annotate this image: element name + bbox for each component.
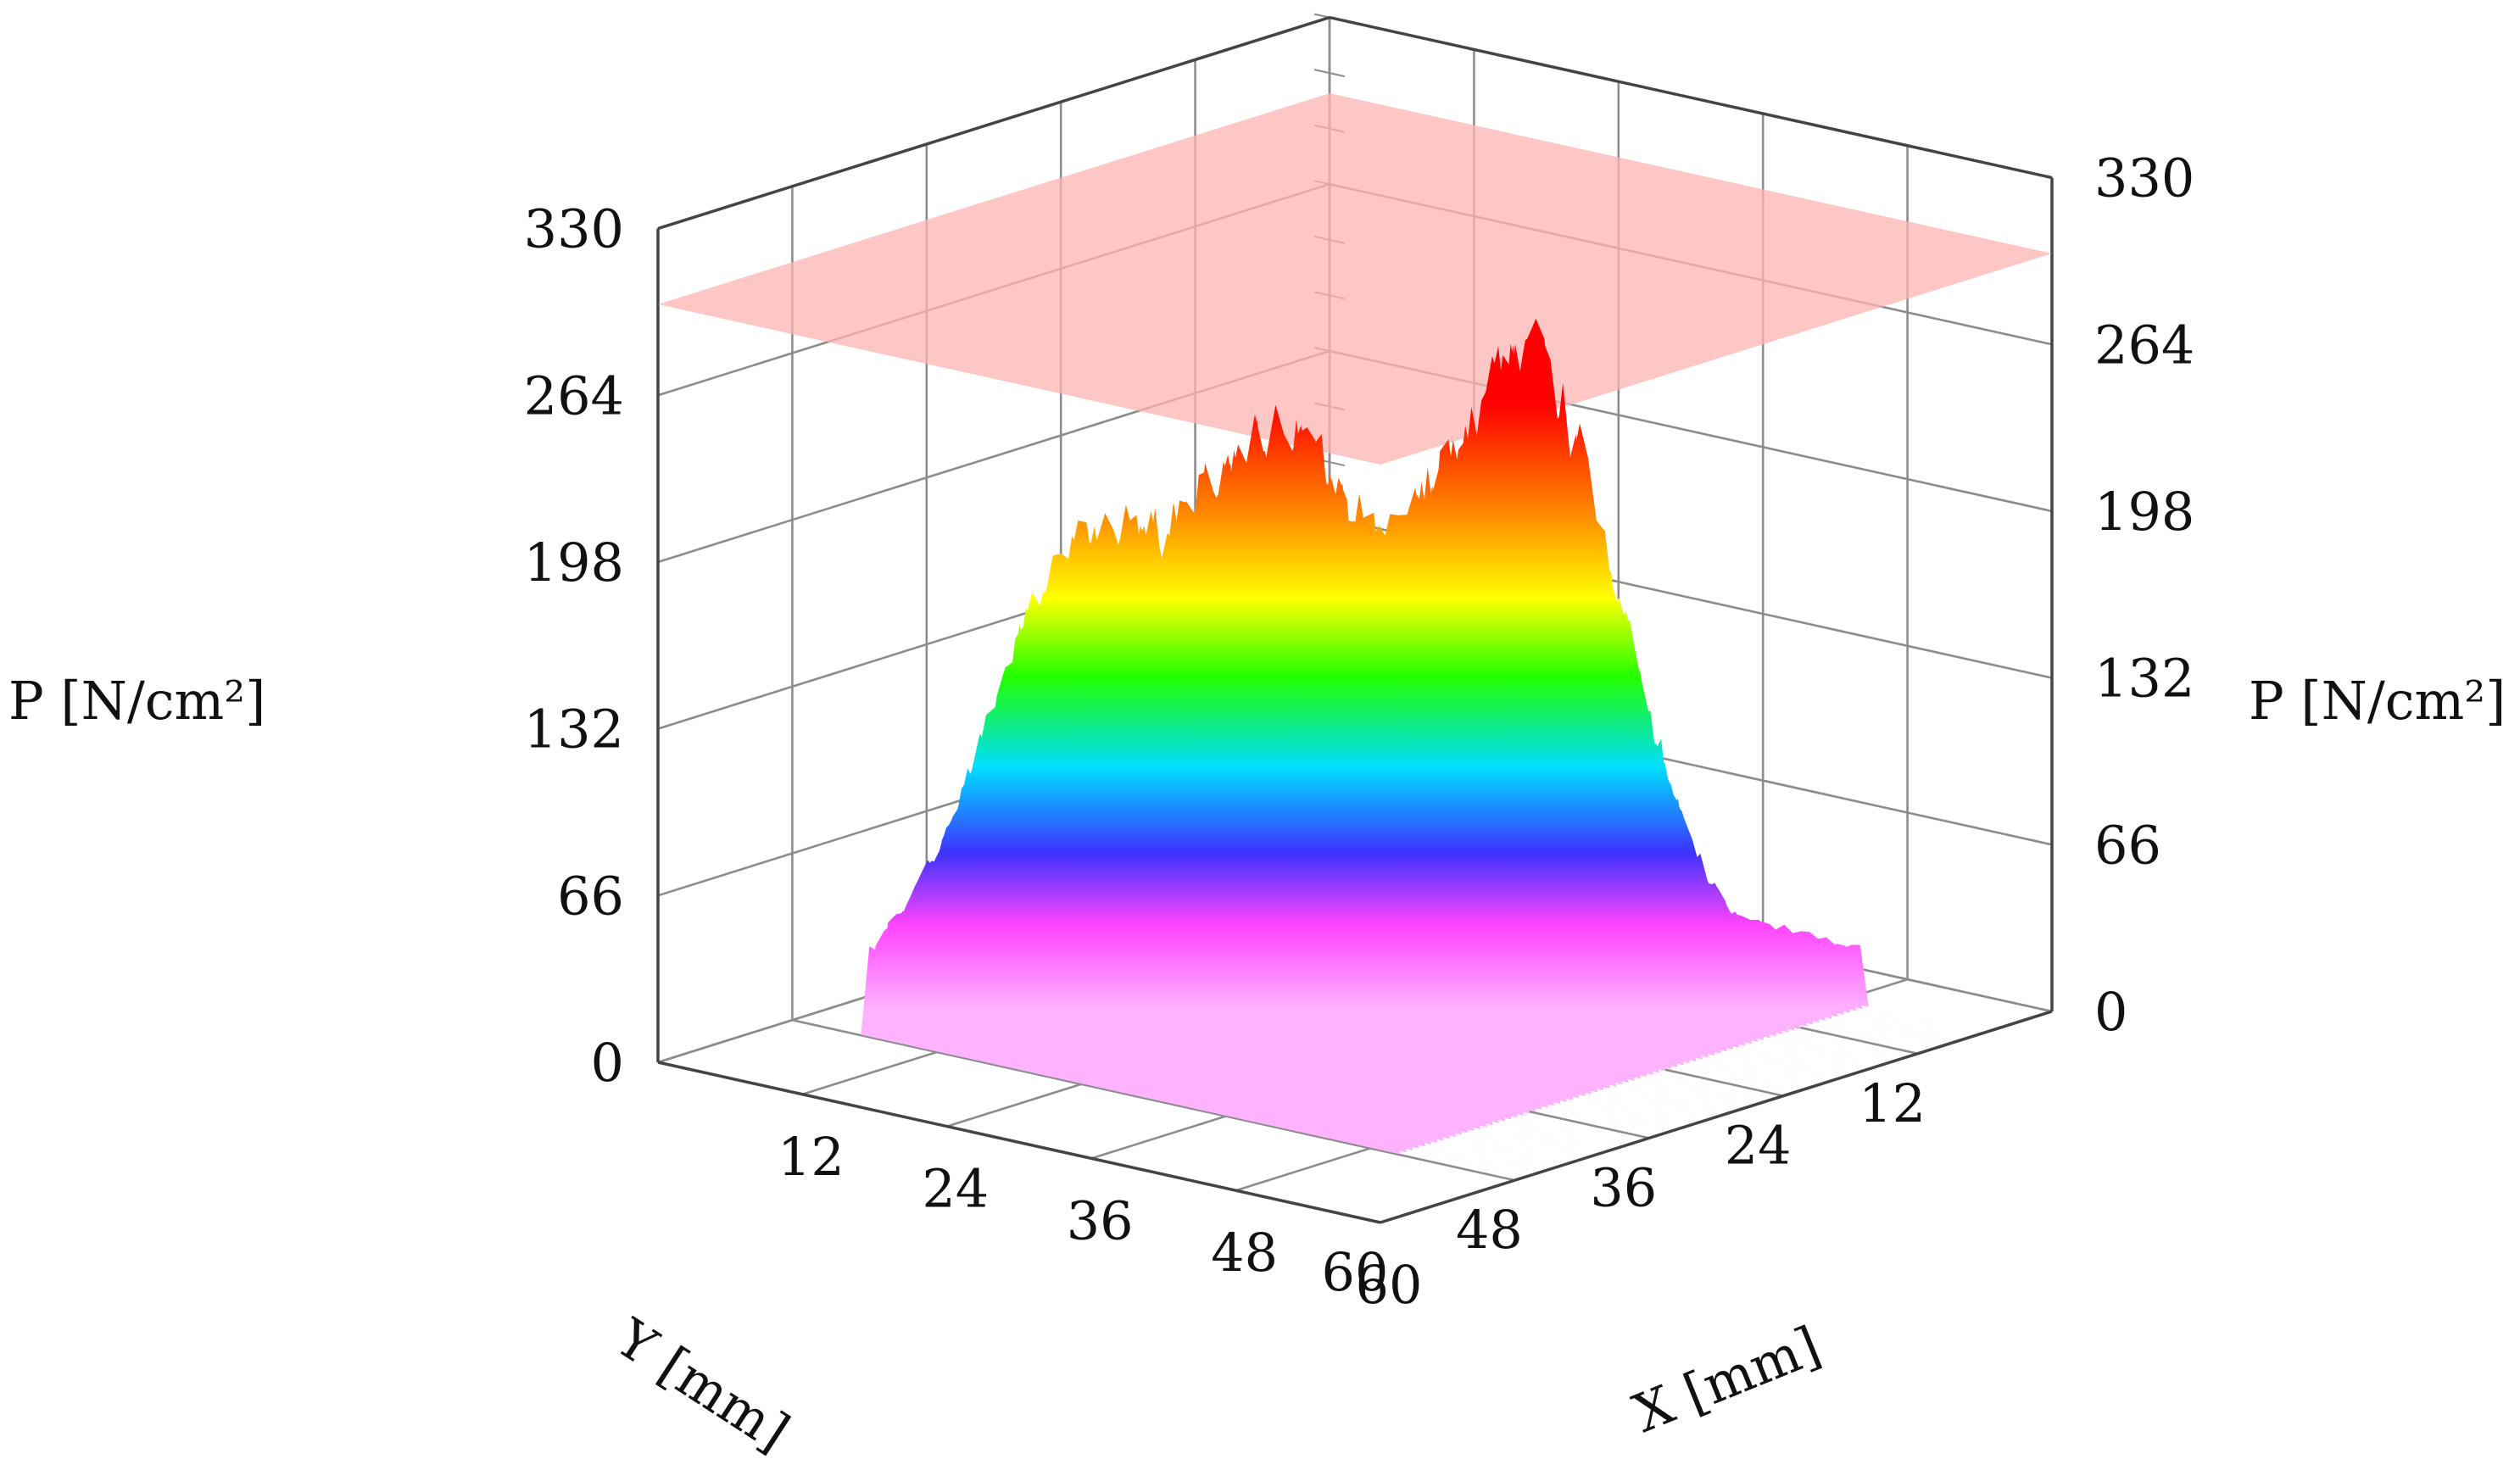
y-tick-label: 60 [1322, 1241, 1389, 1303]
z-tick-label-right: 0 [2094, 981, 2127, 1043]
x-axis-title: X [mm] [1625, 1314, 1828, 1445]
floor-gridline [792, 1018, 1515, 1182]
x-tick-label: 36 [1067, 1189, 1134, 1251]
z-tick-label-left: 264 [524, 365, 624, 426]
y-tick-label: 24 [1725, 1115, 1792, 1177]
z-tick-label-right: 66 [2094, 814, 2161, 876]
pressure-surface [793, 318, 1985, 1180]
frame-edge [1380, 1010, 2053, 1224]
y-tick-label: 36 [1590, 1156, 1657, 1218]
x-tick-label: 24 [922, 1158, 989, 1220]
frame-edge [657, 15, 1330, 231]
z-tick-label-left: 132 [524, 699, 624, 760]
surface-slice [793, 830, 1516, 1180]
z-tick-label-left: 198 [524, 532, 624, 593]
z-tick-label-right: 330 [2094, 148, 2194, 209]
threshold-plane-surface [658, 93, 2052, 465]
x-tick-label: 12 [778, 1126, 845, 1188]
y-axis-title: Y [mm] [605, 1306, 800, 1463]
y-tick-label: 12 [1859, 1072, 1926, 1134]
z-axis-title-left: P [N/cm²] [8, 670, 265, 732]
z-tick-label-right: 198 [2094, 481, 2194, 543]
z-tick-label-right: 132 [2094, 648, 2194, 710]
x-tick-label: 60 [1356, 1254, 1423, 1316]
z-tick-label-right: 264 [2094, 314, 2194, 376]
frame-edge [1329, 15, 2053, 180]
z-tick-label-left: 66 [557, 865, 624, 927]
y-tick-label: 48 [1456, 1199, 1523, 1261]
frame-edge [657, 1061, 1381, 1224]
z-axis-title-right: P [N/cm²] [2249, 670, 2506, 732]
threshold-plane [658, 93, 2052, 465]
minor-tick [1313, 69, 1346, 78]
z-tick-label-left: 0 [591, 1032, 624, 1094]
x-tick-label: 48 [1211, 1222, 1278, 1284]
z-tick-label-left: 330 [524, 198, 624, 260]
tick-labels: 0 0 66 66 132 132 198 198 264 264 330 330 12 24 36 48 60… [524, 148, 2195, 1316]
